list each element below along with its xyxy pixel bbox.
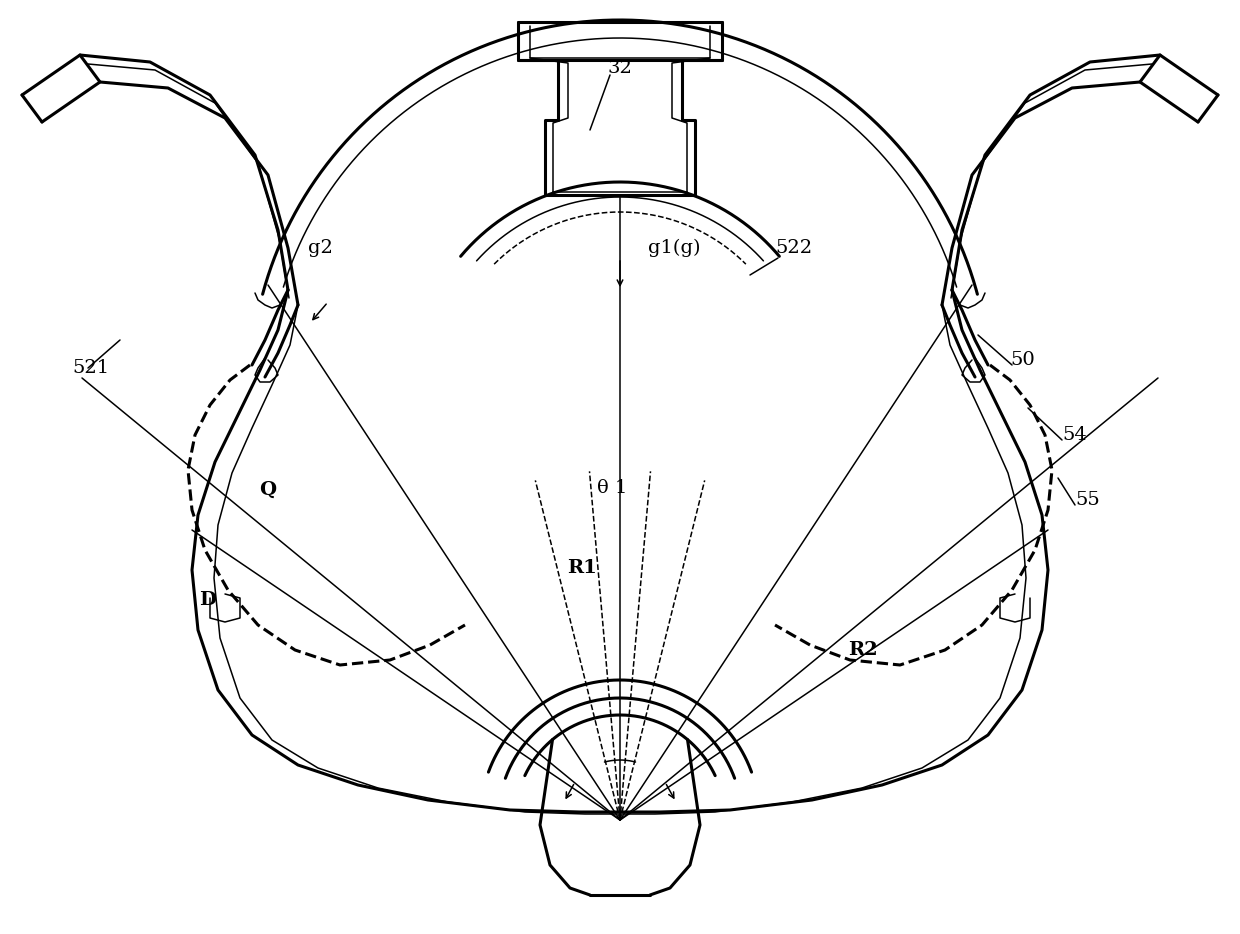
Text: 54: 54: [1061, 426, 1086, 444]
Text: g2: g2: [308, 239, 332, 257]
Text: 32: 32: [608, 59, 632, 77]
Text: Q: Q: [259, 481, 277, 499]
Text: g1(g): g1(g): [649, 239, 701, 257]
Text: 55: 55: [1075, 491, 1100, 509]
Text: 50: 50: [1011, 351, 1034, 369]
Text: 521: 521: [72, 359, 109, 377]
Text: R2: R2: [848, 641, 878, 659]
Text: R1: R1: [567, 559, 596, 577]
Text: 522: 522: [775, 239, 812, 257]
Text: θ 1: θ 1: [596, 479, 627, 497]
Text: D: D: [200, 591, 217, 609]
